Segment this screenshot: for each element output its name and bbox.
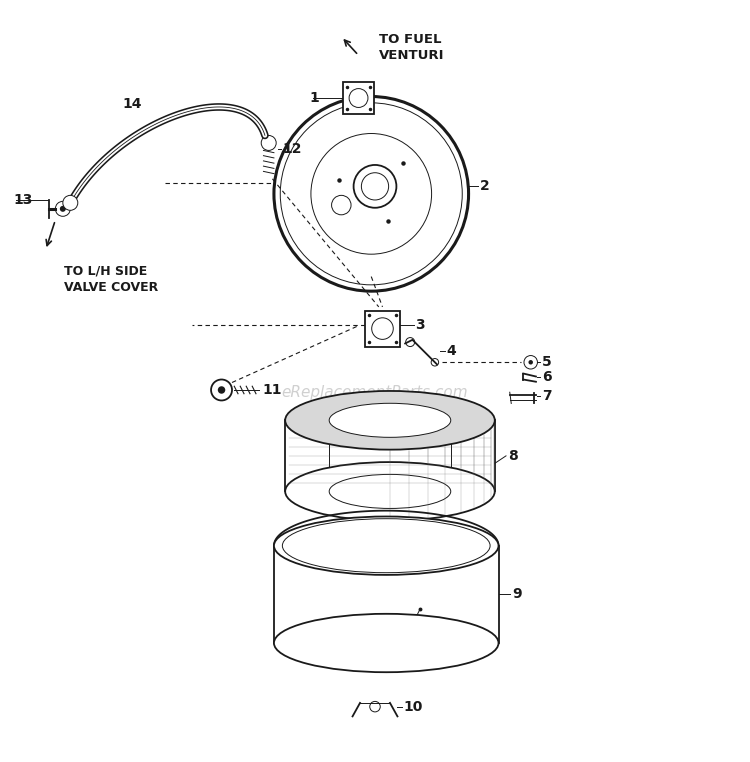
Text: 1: 1 [309,91,319,105]
Text: 13: 13 [13,193,33,207]
Text: 9: 9 [512,588,521,601]
Text: 12: 12 [282,142,302,156]
Text: 4: 4 [446,344,456,358]
Circle shape [211,379,232,401]
Text: TO FUEL
VENTURI: TO FUEL VENTURI [379,34,444,62]
Text: 3: 3 [416,318,425,332]
Text: 8: 8 [509,449,518,463]
Text: 11: 11 [262,383,282,397]
Circle shape [60,206,66,212]
Bar [364,311,400,347]
Circle shape [63,195,78,210]
Ellipse shape [274,614,499,672]
Text: eReplacementParts.com: eReplacementParts.com [282,385,468,400]
Bar [274,546,499,658]
Text: 5: 5 [542,355,552,370]
Text: 6: 6 [542,370,551,384]
Ellipse shape [274,517,499,575]
Text: 7: 7 [542,389,551,403]
Ellipse shape [285,462,495,520]
Ellipse shape [285,391,495,450]
Ellipse shape [329,403,451,437]
Text: 14: 14 [122,97,142,111]
Circle shape [529,360,533,364]
Text: TO L/H SIDE
VALVE COVER: TO L/H SIDE VALVE COVER [64,265,158,294]
Circle shape [217,386,225,394]
Text: 2: 2 [480,179,490,194]
FancyBboxPatch shape [343,82,374,114]
Text: 10: 10 [404,700,423,714]
